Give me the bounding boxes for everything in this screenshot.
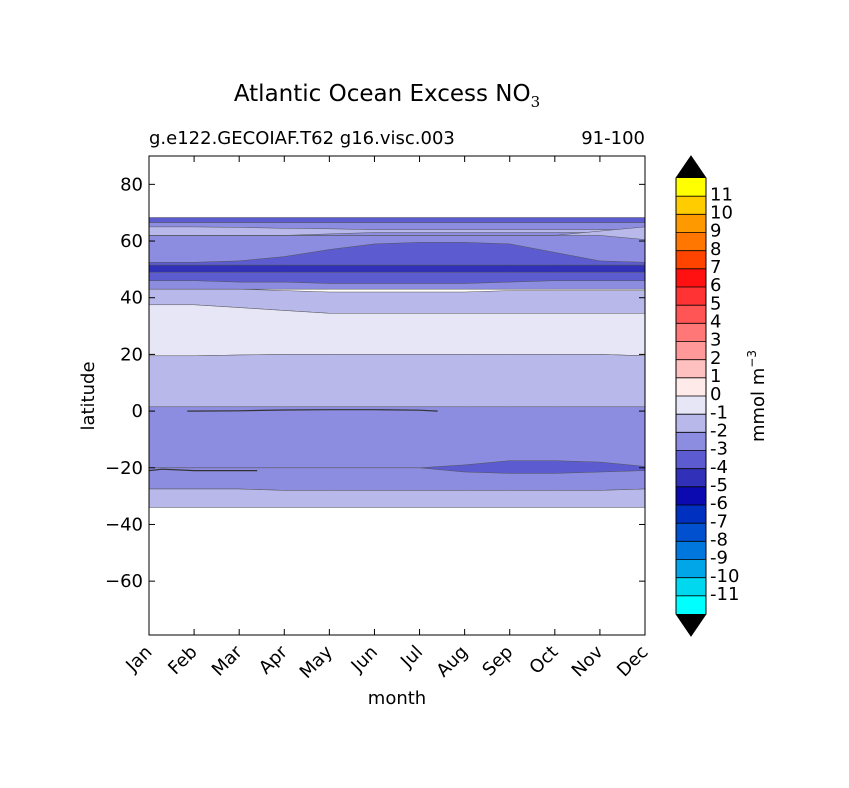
colorbar-swatch bbox=[676, 577, 706, 597]
contour-line-equator bbox=[187, 409, 438, 412]
chart-title: Atlantic Ocean Excess NO3 bbox=[234, 81, 540, 111]
chart-subtitle-left: g.e122.GECOIAF.T62 g16.visc.003 bbox=[149, 128, 455, 149]
colorbar-swatch bbox=[676, 523, 706, 542]
colorbar-swatch bbox=[676, 196, 706, 215]
colorbar-outline bbox=[675, 155, 707, 637]
colorbar-tick-label: 4 bbox=[710, 312, 721, 333]
contour-band-lat-51-49 bbox=[148, 264, 646, 273]
x-tick-label: Jun bbox=[347, 642, 382, 677]
colorbar-swatch bbox=[676, 323, 706, 342]
colorbar-swatch bbox=[676, 468, 706, 488]
x-tick-label: Oct bbox=[525, 642, 562, 679]
colorbar-swatch bbox=[676, 432, 706, 451]
colorbar-tick-label: 3 bbox=[710, 330, 721, 351]
colorbar-swatch bbox=[676, 214, 706, 233]
colorbar-swatch bbox=[676, 595, 706, 615]
x-tick-label: Jan bbox=[121, 642, 156, 677]
contour-line-minus21 bbox=[148, 468, 258, 472]
colorbar-swatch bbox=[676, 450, 706, 470]
contour-band-lat-minus28-minus34 bbox=[148, 488, 646, 508]
x-tick-label: Nov bbox=[568, 641, 608, 681]
colorbar-swatch bbox=[676, 486, 706, 506]
colorbar-tick-label: 8 bbox=[710, 239, 721, 260]
colorbar-tick-label: 0 bbox=[710, 384, 721, 405]
colorbar-swatch bbox=[676, 268, 706, 288]
colorbar-tick-label: 10 bbox=[710, 203, 733, 224]
plot-area bbox=[148, 155, 646, 636]
colorbar-extend-bottom bbox=[676, 614, 706, 636]
colorbar-swatch bbox=[676, 341, 706, 361]
colorbar-tick-label: -5 bbox=[710, 475, 728, 496]
colorbar-swatch bbox=[676, 377, 706, 397]
colorbar-swatch bbox=[676, 541, 706, 560]
colorbar-label: mmol m−3 bbox=[745, 350, 769, 442]
colorbar-tick-label: -9 bbox=[710, 548, 728, 569]
x-tick-label: Mar bbox=[208, 641, 247, 680]
colorbar-tick-label: -4 bbox=[710, 457, 728, 478]
colorbar-swatch bbox=[676, 250, 706, 270]
x-tick-label: Jul bbox=[396, 642, 427, 673]
colorbar-swatch bbox=[676, 232, 706, 252]
colorbar-swatch bbox=[676, 396, 706, 415]
x-tick-label: Dec bbox=[613, 642, 652, 681]
colorbar-tick-label: 2 bbox=[710, 348, 721, 369]
chart-subtitle-right: 91-100 bbox=[581, 128, 645, 149]
x-tick-label: Sep bbox=[478, 642, 517, 681]
y-tick-label: 60 bbox=[120, 231, 143, 252]
colorbar-tick-label: 5 bbox=[710, 293, 721, 314]
colorbar-tick-label: -6 bbox=[710, 493, 728, 514]
contour-band-lat-2-minus28 bbox=[148, 406, 646, 491]
colorbar-tick-label: -11 bbox=[710, 584, 739, 605]
colorbar-swatch bbox=[676, 359, 706, 379]
y-tick-label: −60 bbox=[105, 571, 143, 592]
colorbar-tick-label: -7 bbox=[710, 511, 728, 532]
colorbar-tick-label: -1 bbox=[710, 402, 728, 423]
x-tick-label: Apr bbox=[255, 641, 292, 678]
colorbar-swatch bbox=[676, 287, 706, 306]
colorbar-swatch bbox=[676, 414, 706, 433]
colorbar-tick-label: -3 bbox=[710, 439, 728, 460]
colorbar-tick-label: -2 bbox=[710, 421, 728, 442]
y-tick-label: −40 bbox=[105, 514, 143, 535]
y-tick-label: 20 bbox=[120, 344, 143, 365]
colorbar-tick-label: -8 bbox=[710, 530, 728, 551]
x-tick-label: Aug bbox=[432, 642, 472, 682]
colorbar-extend-top bbox=[676, 156, 706, 178]
y-axis-label: latitude bbox=[78, 361, 99, 430]
y-tick-label: 40 bbox=[120, 288, 143, 309]
colorbar-swatch bbox=[676, 305, 706, 324]
y-tick-label: 80 bbox=[120, 174, 143, 195]
colorbar-tick-label: 1 bbox=[710, 366, 721, 387]
y-tick-label: −20 bbox=[105, 458, 143, 479]
colorbar-swatch bbox=[676, 178, 706, 197]
chart-title-subscript: 3 bbox=[531, 93, 541, 111]
x-axis-label: month bbox=[368, 688, 426, 709]
x-tick-label: Feb bbox=[164, 642, 201, 679]
contour-band-lat-68-67 bbox=[148, 217, 646, 223]
y-tick-label: 0 bbox=[132, 401, 143, 422]
colorbar-tick-label: 6 bbox=[710, 275, 721, 296]
colorbar-tick-label: 9 bbox=[710, 221, 721, 242]
contour-band-lat-20-2 bbox=[148, 354, 646, 408]
colorbar-tick-label: 11 bbox=[710, 184, 733, 205]
plot-frame bbox=[148, 155, 646, 636]
colorbar-label-superscript: −3 bbox=[745, 350, 759, 368]
colorbar-tick-label: -10 bbox=[710, 566, 739, 587]
colorbar-tick-label: 7 bbox=[710, 257, 721, 278]
colorbar-swatch bbox=[676, 559, 706, 579]
colorbar-swatch bbox=[676, 505, 706, 524]
x-tick-label: May bbox=[296, 641, 337, 682]
